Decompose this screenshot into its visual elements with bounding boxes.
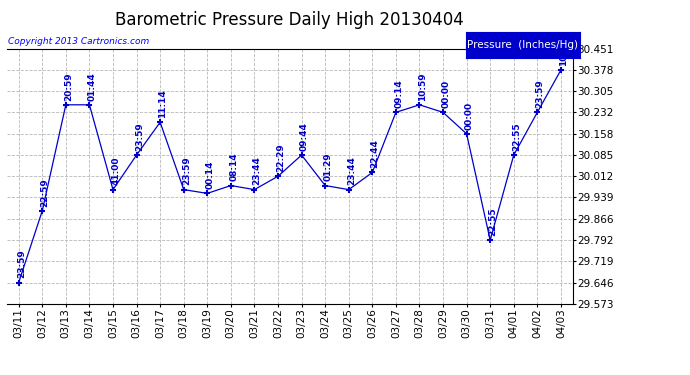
Text: 22:59: 22:59 xyxy=(41,178,50,207)
Text: Pressure  (Inches/Hg): Pressure (Inches/Hg) xyxy=(467,40,578,50)
Text: 10:19: 10:19 xyxy=(559,37,568,66)
Text: 22:55: 22:55 xyxy=(512,122,521,151)
Text: 23:44: 23:44 xyxy=(347,157,356,186)
Text: 00:14: 00:14 xyxy=(206,161,215,189)
Text: 11:14: 11:14 xyxy=(159,89,168,118)
Text: 22:44: 22:44 xyxy=(371,140,380,168)
Text: 09:44: 09:44 xyxy=(300,122,309,151)
Text: 00:00: 00:00 xyxy=(442,80,451,108)
Text: 41:00: 41:00 xyxy=(111,157,120,186)
Text: 09:14: 09:14 xyxy=(394,80,403,108)
Text: 00:00: 00:00 xyxy=(465,102,474,130)
Text: 20:59: 20:59 xyxy=(64,72,73,100)
Text: Copyright 2013 Cartronics.com: Copyright 2013 Cartronics.com xyxy=(8,38,150,46)
Text: 08:14: 08:14 xyxy=(229,153,238,182)
Text: 22:55: 22:55 xyxy=(489,207,497,236)
Text: 23:59: 23:59 xyxy=(182,157,191,186)
Text: 23:59: 23:59 xyxy=(135,122,144,151)
Text: Barometric Pressure Daily High 20130404: Barometric Pressure Daily High 20130404 xyxy=(115,11,464,29)
Text: 01:29: 01:29 xyxy=(324,153,333,182)
Text: 23:44: 23:44 xyxy=(253,157,262,186)
Text: 23:59: 23:59 xyxy=(535,80,544,108)
Text: 01:44: 01:44 xyxy=(88,72,97,100)
Text: 22:29: 22:29 xyxy=(276,143,285,172)
Text: 10:59: 10:59 xyxy=(417,72,426,100)
Text: 23:59: 23:59 xyxy=(17,250,26,278)
